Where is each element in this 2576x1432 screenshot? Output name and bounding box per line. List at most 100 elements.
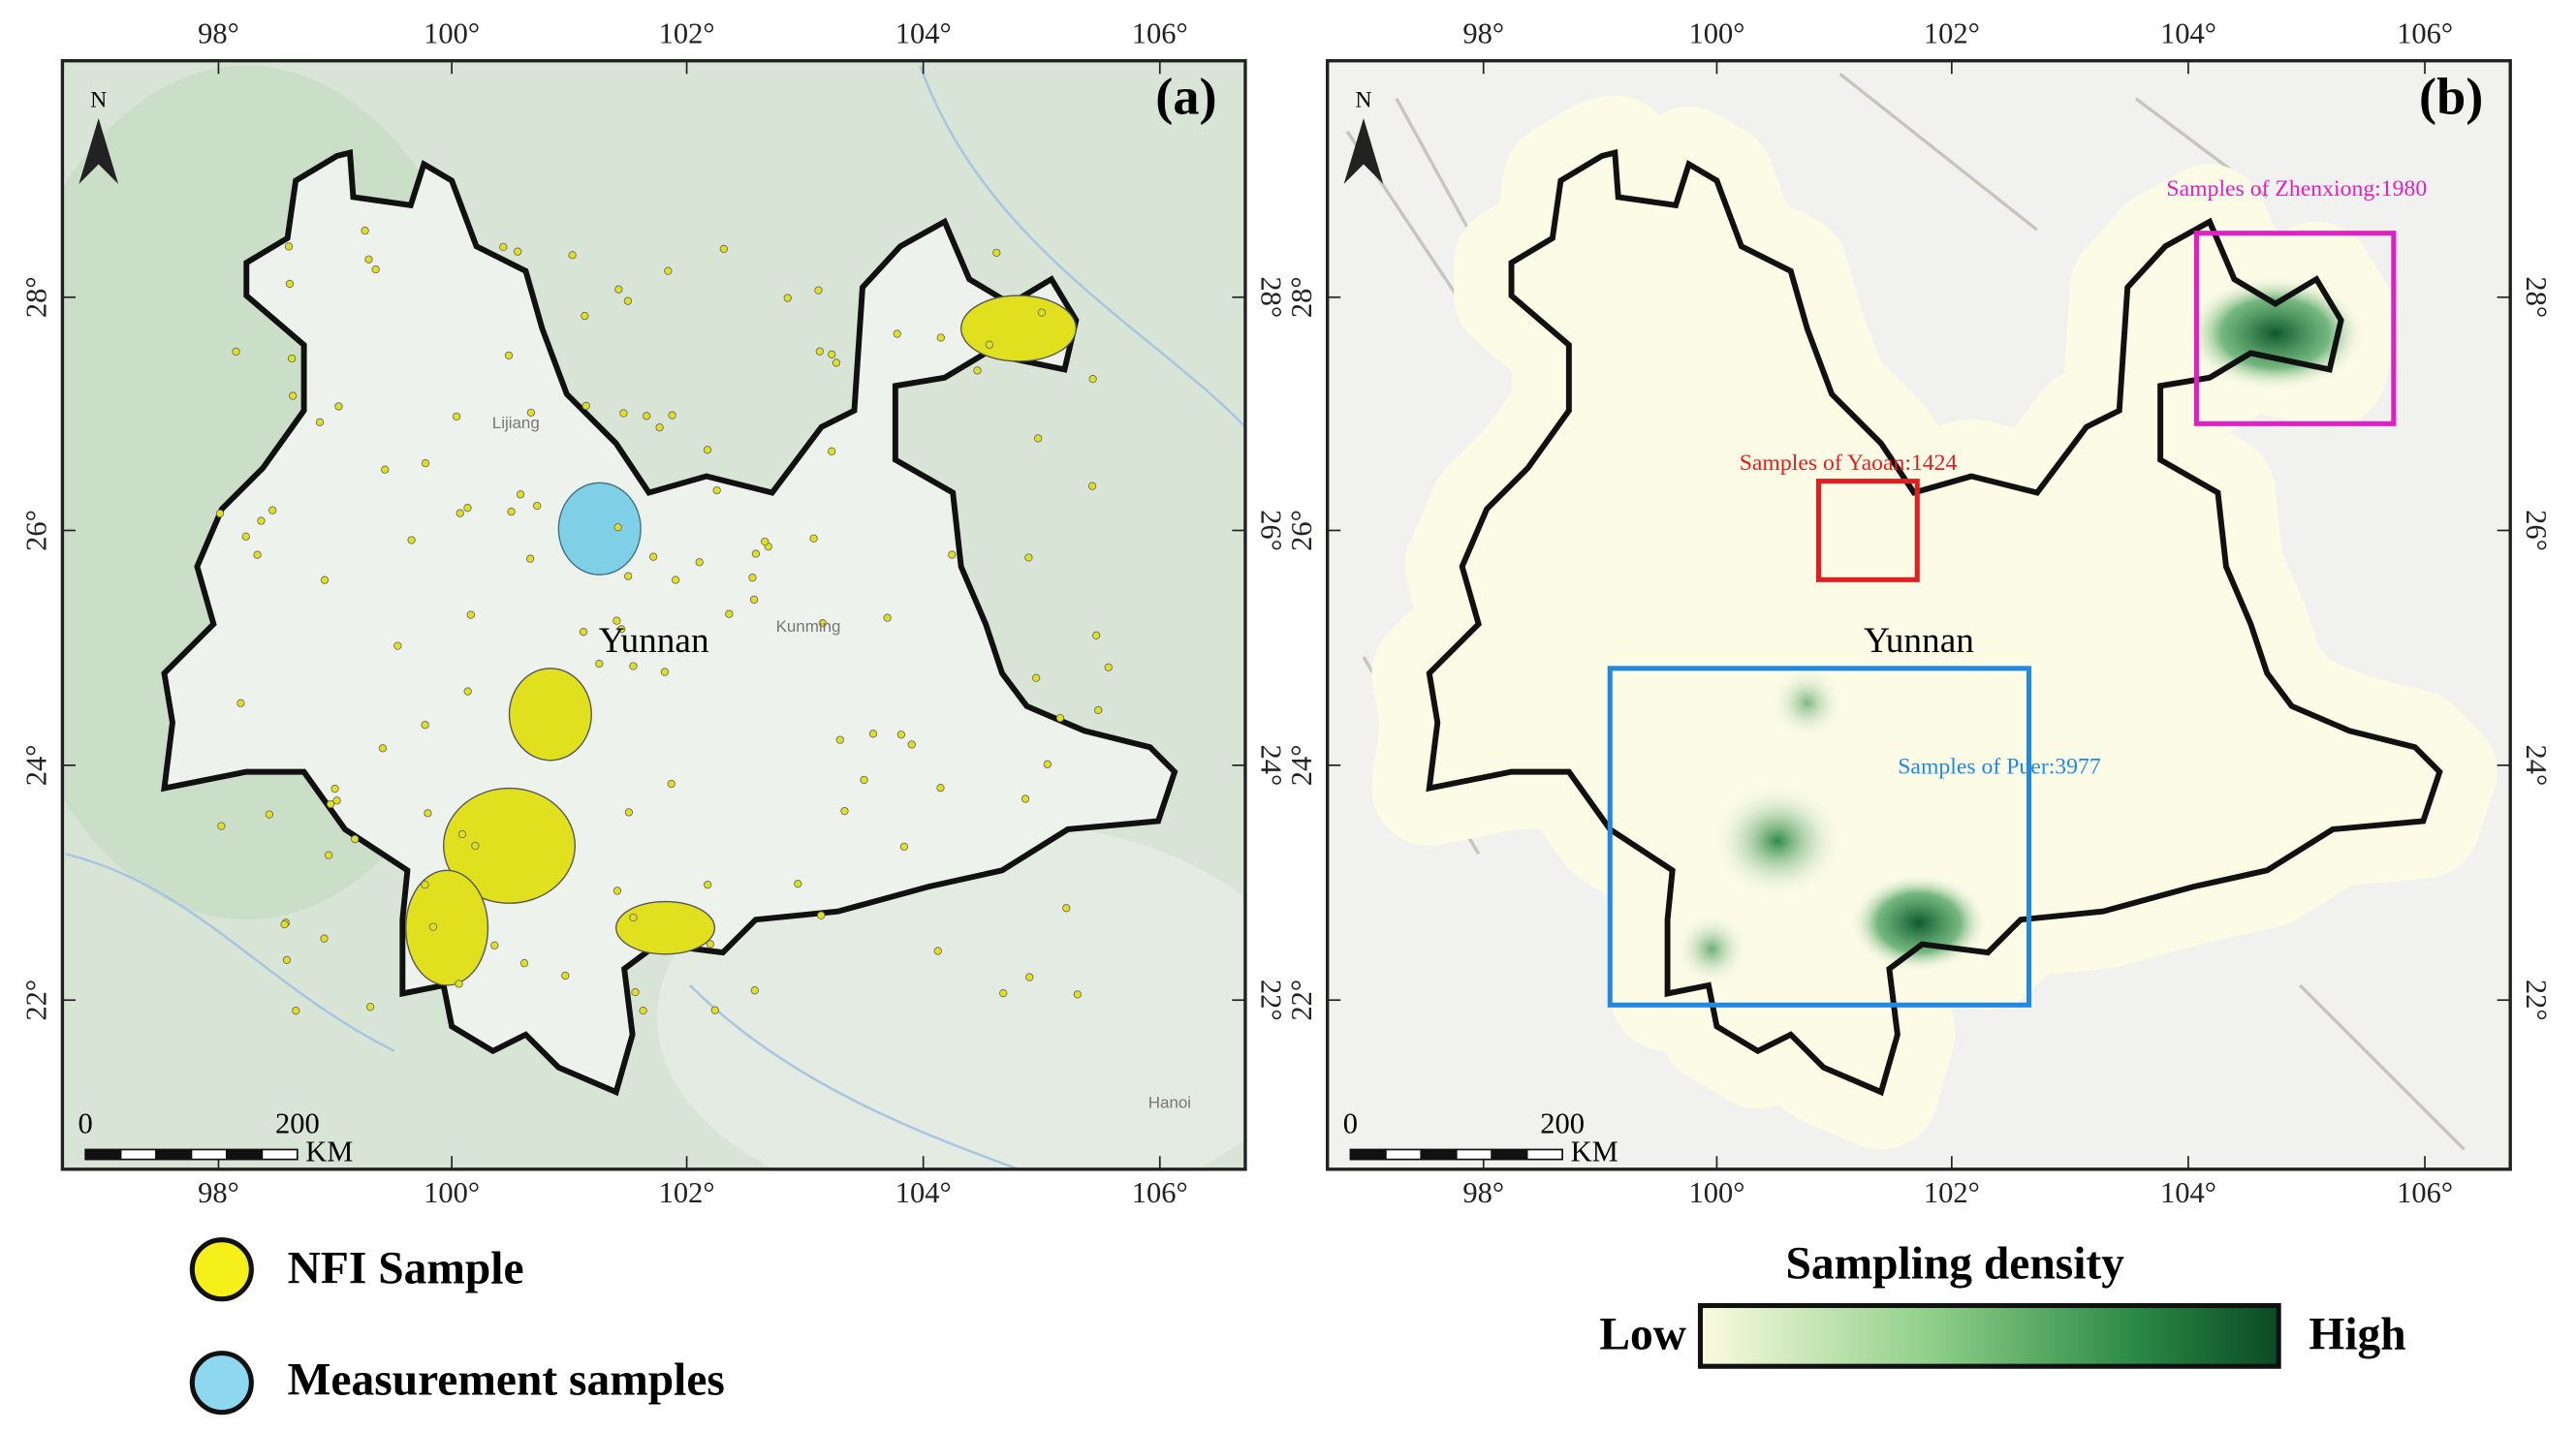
annotation: Samples of Yaoan:1424: [1740, 451, 1958, 476]
sample-dot: [671, 576, 680, 584]
panel-label: (b): [2419, 68, 2483, 126]
scale-end: 200: [275, 1107, 320, 1140]
legend-label: Measurement samples: [288, 1355, 725, 1406]
x-tick-label: 104°: [895, 16, 952, 49]
sample-dot: [725, 609, 734, 618]
y-tick-label: 26°: [1255, 510, 1288, 551]
sample-dot: [463, 504, 472, 513]
point-legend: NFI Sample Measurement samples: [189, 1237, 725, 1416]
sample-dot: [712, 485, 721, 495]
y-tick-label: 22°: [1285, 980, 1318, 1021]
sample-dot: [1073, 990, 1083, 999]
y-tick-label: 28°: [1285, 276, 1318, 318]
measurement-cluster: [557, 482, 642, 576]
sample-dot: [457, 829, 467, 839]
sample-dot: [507, 507, 516, 516]
region-label: Yunnan: [1864, 621, 1974, 661]
sample-dot: [232, 347, 240, 357]
legend-low: Low: [1599, 1309, 1686, 1359]
y-tick-label: 28°: [2520, 276, 2553, 318]
sample-dot: [1021, 794, 1030, 803]
x-tick-label: 104°: [895, 1176, 952, 1209]
legend-label: NFI Sample: [288, 1243, 524, 1293]
sample-dot: [794, 880, 802, 888]
sample-dot: [365, 1003, 375, 1012]
panel-b-texts: (b) N Yunnan Samples of Zhenxiong:1980 S…: [1343, 68, 2483, 780]
x-tick-label: 102°: [1924, 16, 1980, 49]
sample-dot: [581, 311, 589, 321]
scale-segment: [119, 1148, 157, 1161]
scale-unit: KM: [1571, 1136, 1618, 1168]
sample-dot: [883, 613, 892, 622]
sample-dot: [421, 880, 429, 889]
sample-dot: [265, 810, 274, 819]
sample-dot: [704, 881, 712, 889]
sample-dot: [315, 418, 325, 426]
sample-dot: [455, 980, 463, 988]
sample-dot: [519, 958, 529, 968]
x-tick-label: 102°: [659, 16, 715, 49]
frame-a: [60, 59, 1247, 1171]
sample-dot: [516, 490, 525, 499]
sample-dot: [985, 340, 993, 349]
scale-segment: [1420, 1148, 1458, 1161]
sample-dot: [466, 610, 475, 619]
x-tick-label: 100°: [1688, 16, 1744, 49]
sample-dot: [499, 242, 508, 252]
sample-dot: [649, 552, 658, 561]
sample-dot: [631, 987, 640, 997]
sample-dot: [504, 351, 514, 360]
sample-dot: [629, 662, 638, 670]
x-tick-label: 98°: [1462, 1176, 1504, 1209]
map-a: [62, 60, 1245, 1169]
sample-dot: [456, 509, 464, 517]
scale-segment: [1385, 1148, 1423, 1161]
sample-dot: [371, 265, 380, 274]
sample-dot: [896, 731, 906, 739]
sample-dot: [320, 934, 329, 943]
sample-dot: [215, 509, 225, 518]
y-tick-label: 26°: [1285, 510, 1318, 551]
sample-dot: [623, 296, 633, 305]
x-tick-label: 106°: [2397, 1176, 2453, 1209]
sample-dot: [324, 851, 333, 859]
sample-dot: [268, 506, 277, 514]
box-yaoan: [1815, 479, 1920, 582]
sample-dot: [936, 783, 945, 793]
sample-dot: [1088, 375, 1097, 384]
x-tick-label: 106°: [1132, 16, 1188, 49]
sample-dot: [595, 659, 604, 669]
sample-dot: [1062, 904, 1071, 913]
sample-dot: [710, 1006, 719, 1014]
sample-dot: [706, 940, 715, 949]
sample-dot: [899, 842, 909, 852]
scale-segment: [1349, 1148, 1387, 1161]
scale-start: 0: [1343, 1107, 1358, 1140]
sample-dot: [817, 911, 826, 919]
sample-dot: [361, 226, 369, 235]
scale-segment: [155, 1148, 193, 1161]
sample-dot: [288, 391, 298, 400]
sample-dot: [1034, 434, 1043, 443]
nfi-clusters: [405, 295, 1078, 986]
map-b: [1327, 60, 2511, 1169]
sample-dot: [351, 834, 360, 844]
sample-dot: [1037, 308, 1047, 317]
sample-dot: [992, 248, 1001, 258]
sample-dot: [327, 799, 335, 809]
x-tick-label: 100°: [424, 1176, 480, 1209]
sample-dot: [613, 887, 622, 895]
sample-dot: [463, 687, 472, 696]
sample-dot: [748, 574, 757, 582]
sample-dot: [579, 628, 588, 637]
sample-dot: [284, 242, 294, 251]
scale-segment: [1455, 1148, 1493, 1161]
north-arrow: [1343, 118, 1384, 184]
sample-dot: [936, 333, 945, 342]
x-tick-label: 98°: [198, 1176, 239, 1209]
sample-dot: [948, 550, 957, 559]
sample-dot: [999, 988, 1008, 998]
annotation: Samples of Zhenxiong:1980: [2166, 176, 2427, 202]
sample-dot: [1087, 482, 1097, 490]
sample-dot: [364, 255, 373, 264]
